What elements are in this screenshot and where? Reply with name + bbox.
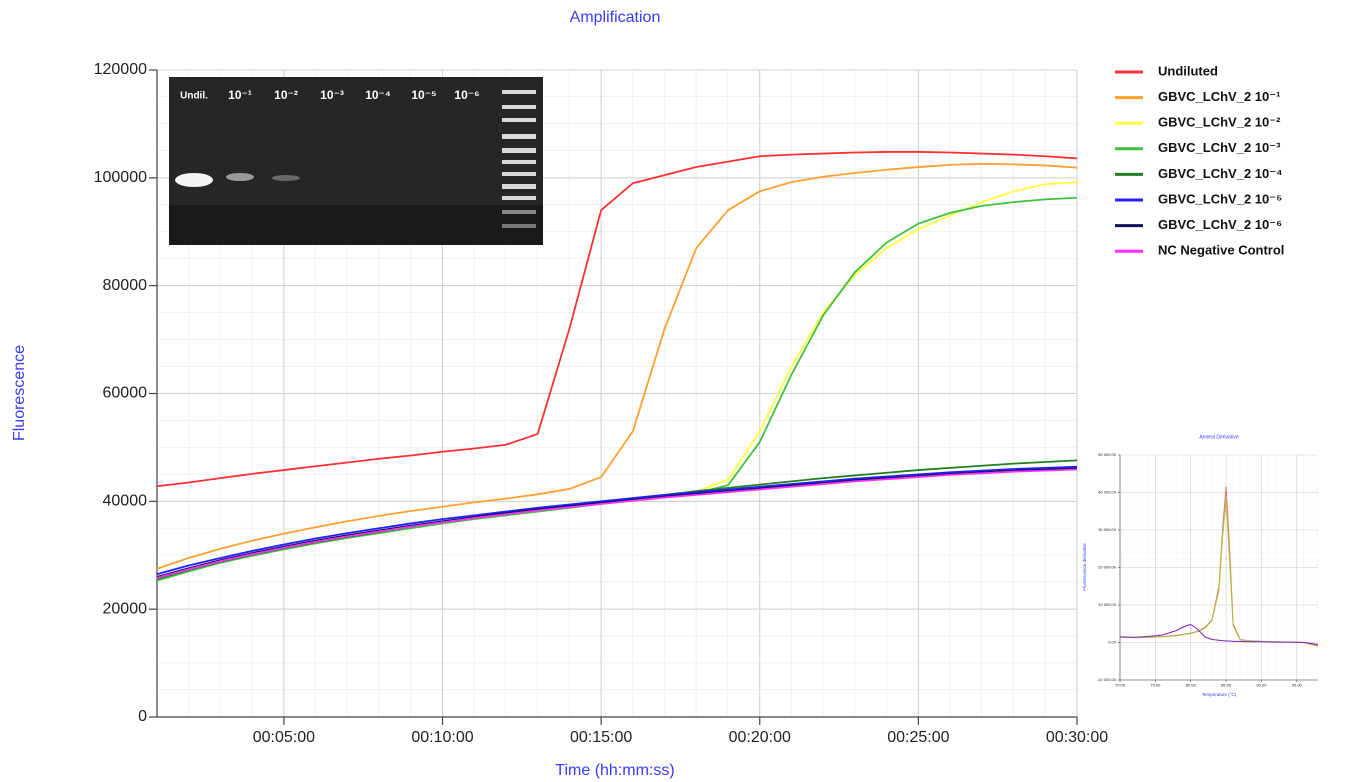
gel-lane-label: Undil. [180,91,208,102]
legend-label: GBVC_LChV_2 10⁻⁴ [1158,166,1283,181]
gel-band [175,173,213,187]
y-tick-label: 20 000.00 [1098,565,1117,570]
gel-band [272,175,300,181]
legend-label: NC Negative Control [1158,243,1284,258]
x-tick-label: 00:15:00 [570,729,632,746]
y-tick-label: 50 000.00 [1098,452,1117,457]
gel-inset: Undil. 10⁻¹ 10⁻² 10⁻³ 10⁻⁴ 10⁻⁵ 10⁻⁶ [169,77,543,245]
y-tick-label: -10 000.00 [1097,677,1117,682]
gel-band [226,173,254,181]
x-tick-label: 90.00 [1256,682,1267,687]
gel-lane-label: 10⁻⁶ [454,88,479,102]
gel-lane-label: 10⁻⁵ [411,88,436,102]
gel-well-row [169,205,543,245]
chart-title: Amplification [570,9,661,26]
x-axis-label: Time (hh:mm:ss) [555,762,674,779]
y-tick-label: 60000 [103,385,148,402]
amplification-figure: Amplification Time (hh:mm:ss) Fluorescen… [0,0,1357,782]
x-tick-label: 00:10:00 [411,729,473,746]
y-tick-label: 30 000.00 [1098,527,1117,532]
x-tick-label: 80.00 [1186,682,1197,687]
x-tick-label: 00:25:00 [887,729,949,746]
y-tick-label: 100000 [94,169,147,186]
y-tick-label: 80000 [103,277,148,294]
legend-label: GBVC_LChV_2 10⁻⁵ [1158,191,1282,206]
y-tick-label: 120000 [94,61,147,78]
y-tick-label: 0 [138,708,147,725]
y-tick-label: 0.00 [1108,640,1117,645]
gel-lane-label: 10⁻² [274,88,298,102]
inset-y-label: Fluorescence derivative [1082,543,1087,591]
legend-label: Undiluted [1158,63,1218,78]
x-tick-label: 00:30:00 [1046,729,1108,746]
x-tick-label: 00:20:00 [729,729,791,746]
gel-lane-label: 10⁻³ [320,88,344,102]
inset-title: Anneal Derivative [1199,434,1238,440]
x-tick-label: 70.00 [1115,682,1126,687]
x-tick-label: 00:05:00 [253,729,315,746]
x-tick-label: 75.00 [1150,682,1161,687]
legend-label: GBVC_LChV_2 10⁻³ [1158,140,1281,155]
y-tick-label: 10 000.00 [1098,602,1117,607]
gel-lane-label: 10⁻¹ [228,88,252,102]
legend-label: GBVC_LChV_2 10⁻² [1158,115,1281,130]
y-tick-label: 40 000.00 [1098,490,1117,495]
legend-label: GBVC_LChV_2 10⁻¹ [1158,89,1280,104]
inset-x-label: Temperature (°C) [1202,692,1237,697]
y-tick-label: 40000 [103,493,148,510]
x-tick-label: 95.00 [1292,682,1303,687]
x-tick-label: 85.00 [1221,682,1232,687]
y-tick-label: 20000 [103,600,148,617]
y-axis-label: Fluorescence [11,345,28,441]
legend-label: GBVC_LChV_2 10⁻⁶ [1158,217,1282,232]
gel-lane-label: 10⁻⁴ [365,88,391,102]
